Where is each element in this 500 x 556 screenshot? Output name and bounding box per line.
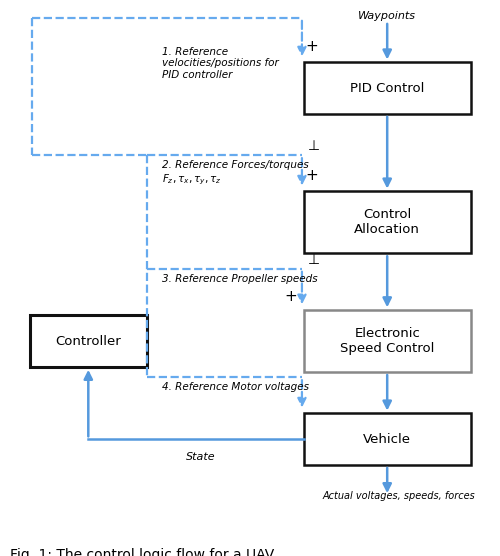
FancyBboxPatch shape	[304, 191, 470, 254]
Text: ⊥: ⊥	[308, 139, 320, 153]
Text: Controller: Controller	[56, 335, 121, 348]
Text: Electronic
Speed Control: Electronic Speed Control	[340, 327, 434, 355]
Text: Vehicle: Vehicle	[363, 433, 411, 446]
Text: ⊥: ⊥	[308, 253, 320, 267]
FancyBboxPatch shape	[304, 62, 470, 114]
Text: Waypoints: Waypoints	[358, 11, 416, 21]
Text: 4. Reference Motor voltages: 4. Reference Motor voltages	[162, 383, 309, 393]
Text: 1. Reference
velocities/positions for
PID controller: 1. Reference velocities/positions for PI…	[162, 47, 278, 80]
Text: Control
Allocation: Control Allocation	[354, 208, 420, 236]
FancyBboxPatch shape	[304, 310, 470, 372]
Text: Fig. 1: The control logic flow for a UAV: Fig. 1: The control logic flow for a UAV	[10, 548, 274, 556]
Text: 2. Reference Forces/torques
$F_z, \tau_x, \tau_y, \tau_z$: 2. Reference Forces/torques $F_z, \tau_x…	[162, 161, 308, 187]
Text: PID Control: PID Control	[350, 82, 424, 95]
Text: +: +	[306, 39, 318, 54]
Text: 3. Reference Propeller speeds: 3. Reference Propeller speeds	[162, 274, 318, 284]
FancyBboxPatch shape	[304, 414, 470, 465]
FancyBboxPatch shape	[30, 315, 147, 367]
Text: +: +	[306, 168, 318, 183]
Text: +: +	[284, 289, 297, 304]
Text: Actual voltages, speeds, forces: Actual voltages, speeds, forces	[322, 491, 476, 501]
Text: State: State	[186, 451, 216, 461]
